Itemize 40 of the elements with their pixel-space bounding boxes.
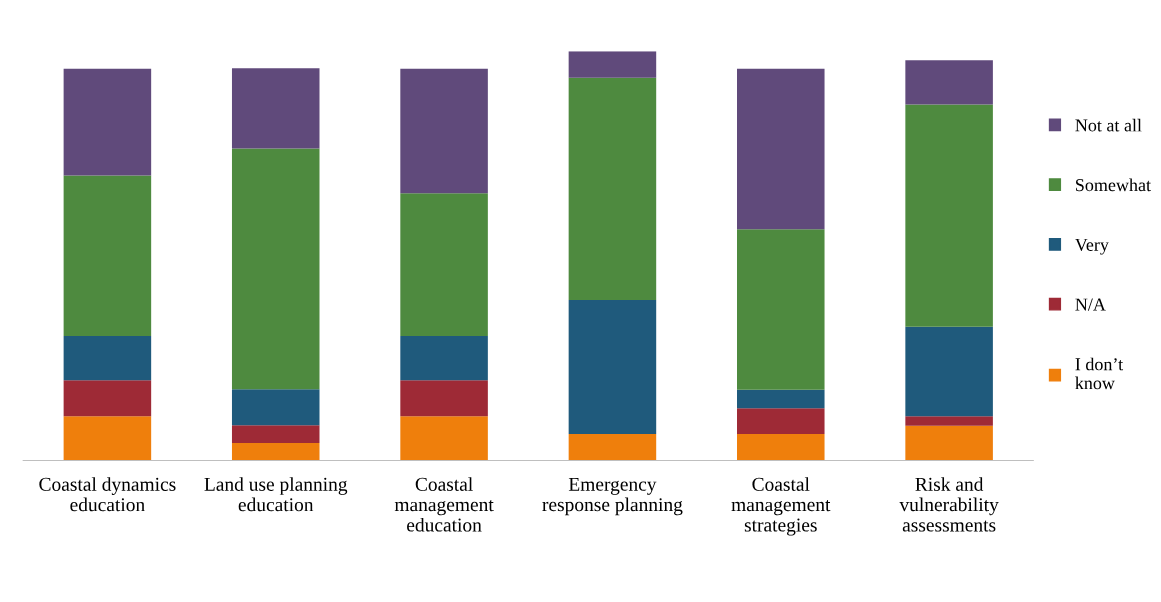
bar: [568, 77, 657, 301]
bar: [400, 336, 488, 381]
bar: [568, 51, 657, 78]
bar: [568, 433, 657, 461]
bar: [737, 389, 825, 409]
bar: [63, 68, 152, 176]
bar: [63, 416, 152, 461]
bar: [400, 416, 488, 461]
bar: [737, 408, 825, 434]
x-tick-label: Coastal management strategies: [731, 477, 831, 536]
bar: [231, 148, 320, 390]
bar: [905, 416, 993, 426]
legend-label: Very: [1075, 238, 1109, 255]
bar: [231, 68, 320, 149]
bar: [737, 433, 825, 461]
bar: [905, 104, 993, 327]
legend-label: Somewhat: [1076, 178, 1151, 192]
legend-label: N/A: [1075, 298, 1106, 311]
x-tick-label: Coastal dynamics education: [39, 477, 176, 512]
legend-label: I don’t know: [1075, 357, 1124, 390]
bar: [63, 380, 152, 417]
bar: [63, 175, 152, 337]
bar: [400, 193, 488, 337]
bar: [231, 442, 320, 461]
bar: [568, 300, 657, 434]
bar: [400, 380, 488, 417]
bar: [737, 229, 825, 390]
bar: [63, 336, 152, 381]
bar: [400, 68, 488, 194]
bar: [231, 389, 320, 426]
bar: [737, 68, 825, 230]
x-tick-label: Coastal management education: [394, 477, 494, 532]
bar: [905, 60, 993, 105]
legend-label: Not at all: [1075, 118, 1142, 132]
x-tick-label: Risk and vulnerability assessments: [899, 477, 999, 532]
x-tick-label: Land use planning education: [204, 477, 348, 512]
x-tick-label: Emergency response planning: [542, 477, 683, 516]
bar: [905, 425, 993, 461]
bar: [905, 326, 993, 417]
bar: [231, 425, 320, 443]
